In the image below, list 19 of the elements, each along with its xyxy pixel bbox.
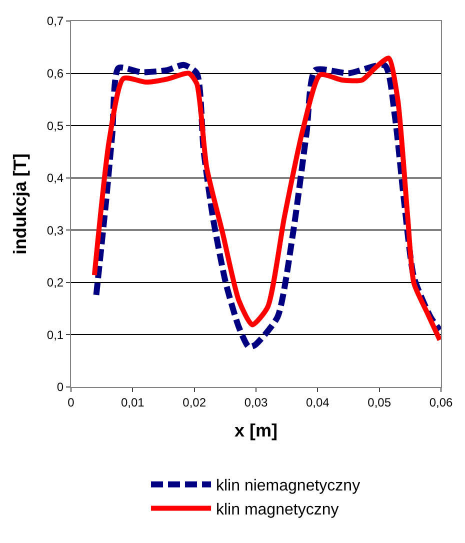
y-tick-label: 0,1: [46, 328, 64, 342]
y-tick-label: 0,4: [46, 171, 64, 186]
y-tick-label: 0,6: [46, 66, 64, 80]
x-axis-title: x [m]: [234, 420, 278, 440]
y-axis-title: indukcja [T]: [10, 153, 30, 255]
y-tick-label: 0,7: [46, 14, 64, 28]
x-tick-label: 0,01: [120, 395, 145, 410]
x-tick-label: 0,04: [306, 395, 330, 410]
x-tick-label: 0,03: [244, 395, 268, 410]
x-tick-label: 0,06: [429, 395, 453, 410]
x-tick-label: 0: [68, 395, 75, 410]
y-tick-label: 0,3: [46, 223, 64, 238]
y-tick-label: 0,2: [46, 276, 64, 290]
legend-label: klin niemagnetyczny: [216, 478, 360, 495]
y-tick-label: 0: [56, 380, 64, 394]
x-tick-label: 0,02: [182, 395, 206, 410]
legend-label: klin magnetyczny: [216, 501, 339, 518]
y-tick-label: 0,5: [46, 118, 64, 133]
x-tick-label: 0,05: [368, 395, 392, 410]
